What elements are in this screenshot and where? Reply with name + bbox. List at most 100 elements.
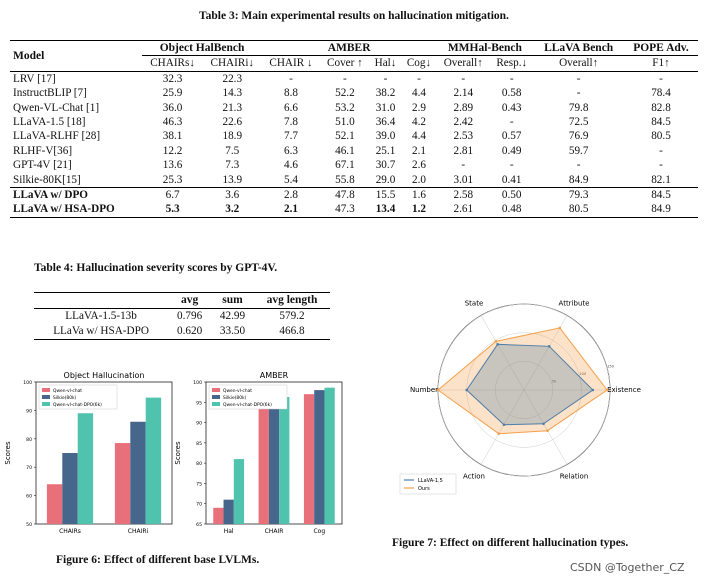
table-cell: - [659, 159, 663, 172]
table-cell: 2.53 [453, 130, 474, 143]
bar [130, 421, 146, 524]
bar [268, 400, 280, 524]
radar-spoke [523, 389, 568, 465]
table-cell: 52.1 [335, 130, 355, 143]
table-cell: 22.3 [222, 72, 243, 85]
table-cell: 59.7 [568, 144, 589, 157]
model-name: LRV [17] [13, 72, 56, 85]
table4-body: LLaVA-1.5-13b 0.796 42.99 579.2 LLaVa w/ HSA… [34, 309, 330, 340]
legend-box [208, 384, 288, 410]
table-cell: 72.5 [568, 116, 589, 129]
table-cell: 7.7 [284, 130, 298, 143]
table-cell: 22.6 [222, 116, 243, 129]
table-row: LLaVa w/ HSA-DPO 0.620 33.50 466.8 [34, 324, 330, 340]
table-cell: 7.5 [225, 144, 240, 157]
table-cell: 0.620 [177, 325, 203, 337]
model-name: LLaVA w/ HSA-DPO [10, 202, 143, 218]
table-cell: 2.61 [436, 202, 491, 218]
legend-label: Ours [418, 486, 430, 492]
table-cell: 13.4 [369, 202, 402, 218]
table-cell: 42.99 [219, 310, 246, 322]
legend-label: Qwen-vl-chat [223, 388, 252, 394]
table-cell: 1.6 [401, 187, 437, 203]
table-cell: 0.41 [501, 173, 522, 186]
radar-point [436, 388, 440, 392]
legend-label: Qwen-vl-chat [53, 388, 82, 394]
table-cell: 4.4 [411, 130, 426, 143]
table-cell: 51.0 [335, 116, 355, 129]
radar-point [546, 429, 549, 433]
table-cell: 25.3 [162, 173, 183, 186]
table-cell: 5.4 [284, 173, 298, 186]
table-cell: 76.9 [568, 130, 589, 143]
model-name: InstructBLIP [7] [13, 87, 87, 100]
bar [233, 459, 245, 524]
bar [62, 453, 78, 524]
bar [114, 443, 131, 524]
table3-caption: Table 3: Main experimental results on ha… [199, 10, 509, 22]
table-row: LRV [17] 32.3 22.3 - - - - - - - - [10, 71, 698, 86]
table-cell: 52.2 [335, 87, 355, 100]
table3-body: LRV [17] 32.3 22.3- - - - - - - - InstructBLIP [7]… [10, 71, 698, 218]
table-cell: 6.6 [284, 101, 298, 114]
legend-swatch [42, 395, 50, 399]
model-name: LLaVA-1.5 [18] [13, 116, 86, 129]
table-cell: 0.49 [501, 144, 522, 157]
table-cell: 31.0 [375, 101, 396, 114]
table-cell: 2.14 [453, 87, 474, 100]
table-cell: 15.5 [369, 187, 402, 203]
table4-header-cell: sum [222, 294, 243, 306]
subheader-cell: CHAIR ↓ [269, 57, 313, 70]
table-cell: - [509, 72, 514, 85]
radar-point [497, 432, 501, 435]
table-cell: 79.3 [533, 187, 624, 203]
table-cell: 2.0 [411, 173, 426, 186]
radar-axis-label: Existence [607, 386, 641, 394]
table-cell: - [289, 72, 293, 85]
table-row: LLaVA-1.5-13b 0.796 42.99 579.2 [34, 309, 330, 325]
y-tick-label: 70 [196, 502, 202, 508]
model-name: LLaVa w/ HSA-DPO [53, 325, 149, 337]
table-row: InstructBLIP [7] 25.9 14.3 8.8 52.2 38.2 4.4 2.… [10, 86, 698, 100]
table4: avg sum avg length LLaVA-1.5-13b 0.796 42.99… [34, 292, 330, 340]
table-cell: 6.3 [284, 144, 298, 157]
table-cell: - [509, 159, 514, 172]
table-cell: 38.1 [162, 130, 183, 143]
table4-caption: Table 4: Hallucination severity scores b… [34, 262, 278, 274]
bar [46, 484, 63, 524]
table-cell: 3.6 [202, 187, 262, 203]
table-cell: - [659, 72, 663, 85]
table-cell: 84.5 [624, 187, 698, 203]
y-axis-label: Scores [4, 441, 12, 465]
radar-tick-label: 50 [552, 380, 557, 384]
model-name: LLaVA-1.5-13b [65, 310, 137, 322]
radar-axis-label: Attribute [559, 299, 590, 307]
table-cell: 7.3 [225, 159, 240, 172]
subheader-cell: Overall↑ [559, 57, 599, 70]
y-tick-label: 95 [196, 400, 202, 406]
table-cell: 2.89 [453, 101, 474, 114]
table-cell: 79.8 [568, 101, 589, 114]
chart-title: AMBER [260, 371, 289, 380]
radar-tick-label: 150 [607, 365, 615, 369]
x-tick-label: Hal [224, 528, 234, 535]
table-cell: - [576, 159, 581, 172]
table-cell: 6.7 [142, 187, 203, 203]
table-cell: - [461, 72, 466, 85]
table-cell: 1.2 [401, 202, 437, 218]
table-cell: 25.1 [375, 144, 396, 157]
bar [213, 507, 224, 524]
table-row: RLHF-V[36] 12.2 7.5 6.3 46.1 25.1 2.1 2.81 0.49 5… [10, 144, 698, 158]
group-pope-adv: POPE Adv. [624, 40, 698, 57]
watermark: CSDN @Together_CZ [570, 561, 685, 574]
table-cell: 2.6 [411, 159, 426, 172]
table-cell: 84.9 [568, 173, 589, 186]
table-cell: - [659, 144, 663, 157]
table-cell: 29.0 [375, 173, 396, 186]
legend-swatch [212, 388, 220, 392]
table-cell: 3.01 [453, 173, 474, 186]
table-cell: 82.1 [651, 173, 671, 186]
bar [258, 408, 269, 524]
subheader-cell: F1↑ [652, 57, 670, 70]
bar [303, 394, 315, 524]
